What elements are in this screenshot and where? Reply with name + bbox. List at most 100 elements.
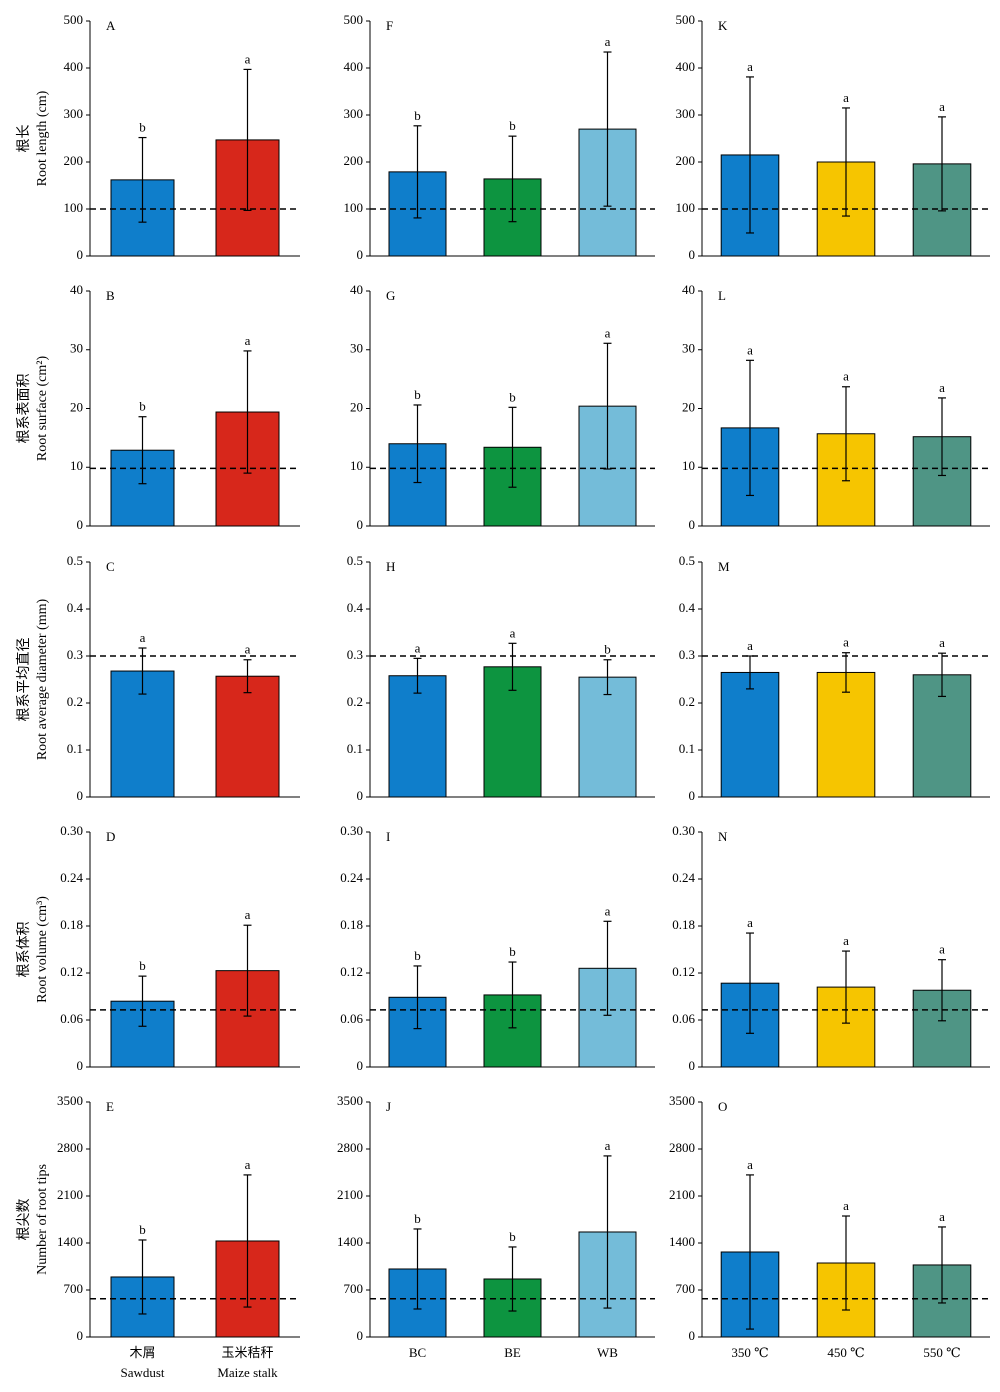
y-tick-label: 2100	[57, 1187, 83, 1202]
y-tick-label: 0.24	[60, 870, 83, 885]
panel-label: C	[106, 559, 115, 574]
panel-label: O	[718, 1099, 727, 1114]
y-tick-label: 100	[676, 200, 696, 215]
y-axis-label: Root volume (cm³)	[35, 896, 50, 1003]
significance-letter: a	[245, 1157, 251, 1172]
y-tick-label: 2100	[669, 1187, 695, 1202]
y-tick-label: 20	[682, 399, 695, 414]
y-tick-label: 200	[344, 153, 364, 168]
significance-letter: a	[245, 642, 251, 657]
significance-letter: a	[510, 625, 516, 640]
y-tick-label: 40	[350, 282, 363, 297]
significance-letter: a	[245, 907, 251, 922]
y-tick-label: 200	[64, 153, 84, 168]
panel-label: L	[718, 288, 726, 303]
significance-letter: b	[414, 108, 421, 123]
y-tick-label: 2800	[669, 1140, 695, 1155]
y-tick-label: 500	[676, 12, 696, 27]
y-tick-label: 2800	[337, 1140, 363, 1155]
y-tick-label: 10	[350, 458, 363, 473]
y-tick-label: 0.1	[679, 741, 695, 756]
y-tick-label: 0.24	[340, 870, 363, 885]
significance-letter: b	[509, 944, 516, 959]
significance-letter: b	[604, 642, 611, 657]
significance-letter: a	[843, 933, 849, 948]
y-tick-label: 2800	[57, 1140, 83, 1155]
y-tick-label: 30	[70, 341, 83, 356]
y-tick-label: 0.12	[340, 964, 363, 979]
y-tick-label: 0.1	[347, 741, 363, 756]
panel-label: D	[106, 829, 115, 844]
significance-letter: a	[939, 635, 945, 650]
y-tick-label: 0.4	[67, 600, 84, 615]
y-tick-label: 0	[357, 1058, 364, 1073]
significance-letter: a	[747, 915, 753, 930]
y-tick-label: 0.18	[60, 917, 83, 932]
y-tick-label: 100	[344, 200, 364, 215]
y-tick-label: 30	[350, 341, 363, 356]
significance-letter: b	[139, 958, 146, 973]
y-tick-label: 0	[77, 517, 84, 532]
y-tick-label: 0.5	[679, 553, 695, 568]
significance-letter: a	[747, 1157, 753, 1172]
y-tick-label: 100	[64, 200, 84, 215]
y-tick-label: 500	[344, 12, 364, 27]
y-tick-label: 20	[70, 399, 83, 414]
y-tick-label: 10	[682, 458, 695, 473]
y-tick-label: 0.5	[67, 553, 83, 568]
significance-letter: a	[939, 1209, 945, 1224]
y-tick-label: 400	[676, 59, 696, 74]
y-tick-label: 3500	[337, 1093, 363, 1108]
y-tick-label: 40	[70, 282, 83, 297]
bar	[578, 676, 637, 798]
y-tick-label: 0.3	[347, 647, 363, 662]
x-tick-label: 350 ℃	[731, 1345, 768, 1360]
y-tick-label: 0.30	[672, 823, 695, 838]
y-tick-label: 1400	[669, 1234, 695, 1249]
y-tick-label: 0	[689, 788, 696, 803]
significance-letter: a	[605, 903, 611, 918]
y-tick-label: 200	[676, 153, 696, 168]
y-tick-label: 300	[344, 106, 364, 121]
significance-letter: a	[747, 342, 753, 357]
y-tick-label: 0	[357, 788, 364, 803]
y-axis-label: 根系体积	[16, 922, 32, 978]
x-tick-label: 木屑	[129, 1345, 155, 1360]
panel-label: F	[386, 18, 393, 33]
y-tick-label: 20	[350, 399, 363, 414]
panel-label: I	[386, 829, 390, 844]
significance-letter: a	[747, 59, 753, 74]
y-axis-label: 根尖数	[16, 1199, 32, 1241]
significance-letter: a	[605, 325, 611, 340]
y-tick-label: 0.30	[340, 823, 363, 838]
significance-letter: a	[245, 333, 251, 348]
x-tick-label: BC	[409, 1345, 426, 1360]
y-tick-label: 40	[682, 282, 695, 297]
y-tick-label: 0	[689, 247, 696, 262]
y-tick-label: 0.30	[60, 823, 83, 838]
y-tick-label: 0.1	[67, 741, 83, 756]
panel-label: H	[386, 559, 395, 574]
panel-label: K	[718, 18, 728, 33]
y-tick-label: 700	[676, 1281, 696, 1296]
y-axis-label: 根系表面积	[16, 374, 32, 444]
y-tick-label: 700	[64, 1281, 84, 1296]
y-tick-label: 0	[77, 247, 84, 262]
y-tick-label: 0	[77, 788, 84, 803]
y-tick-label: 0	[357, 517, 364, 532]
panel-label: N	[718, 829, 728, 844]
panel-label: A	[106, 18, 116, 33]
y-tick-label: 0.4	[679, 600, 696, 615]
panel-label: B	[106, 288, 115, 303]
significance-letter: a	[939, 942, 945, 957]
y-tick-label: 0.06	[340, 1011, 363, 1026]
y-tick-label: 0	[77, 1058, 84, 1073]
y-tick-label: 1400	[57, 1234, 83, 1249]
x-tick-label: 550 ℃	[923, 1345, 960, 1360]
x-tick-label: 450 ℃	[827, 1345, 864, 1360]
y-tick-label: 0.12	[60, 964, 83, 979]
significance-letter: b	[414, 387, 421, 402]
y-tick-label: 0.24	[672, 870, 695, 885]
x-tick-label: 玉米秸秆	[221, 1345, 273, 1360]
y-tick-label: 0.18	[672, 917, 695, 932]
